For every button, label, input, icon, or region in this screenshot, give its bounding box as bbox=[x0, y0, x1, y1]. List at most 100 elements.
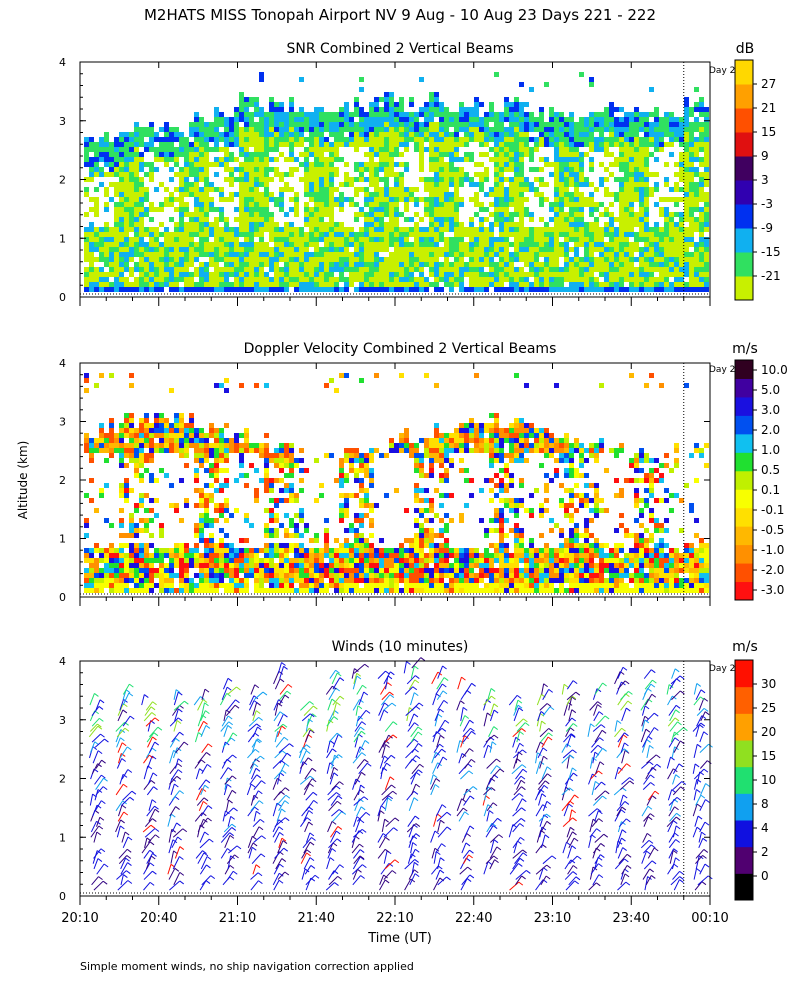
snr-cell bbox=[454, 142, 459, 147]
snr-cell bbox=[149, 247, 154, 252]
snr-cell bbox=[109, 227, 114, 232]
snr-cell bbox=[204, 207, 209, 212]
snr-cell bbox=[229, 142, 234, 147]
snr-cell bbox=[229, 262, 234, 267]
snr-cell bbox=[439, 142, 444, 147]
doppler-cell bbox=[344, 543, 349, 548]
snr-cell bbox=[524, 232, 529, 237]
snr-cell bbox=[519, 147, 524, 152]
doppler-cell bbox=[229, 553, 234, 558]
snr-cell bbox=[204, 227, 209, 232]
doppler-cell bbox=[349, 468, 354, 473]
snr-cell bbox=[564, 262, 569, 267]
snr-cell bbox=[559, 272, 564, 277]
snr-cell bbox=[199, 127, 204, 132]
snr-cell bbox=[439, 222, 444, 227]
snr-cell bbox=[659, 262, 664, 267]
snr-cell bbox=[309, 117, 314, 122]
snr-cell bbox=[169, 242, 174, 247]
doppler-cell bbox=[144, 543, 149, 548]
doppler-cell bbox=[364, 503, 369, 508]
snr-cell bbox=[574, 197, 579, 202]
doppler-cell bbox=[174, 558, 179, 563]
snr-cell bbox=[329, 167, 334, 172]
snr-cell bbox=[204, 222, 209, 227]
snr-cell bbox=[514, 232, 519, 237]
doppler-cell bbox=[139, 423, 144, 428]
snr-cell bbox=[669, 217, 674, 222]
snr-cell bbox=[519, 132, 524, 137]
doppler-cell bbox=[149, 543, 154, 548]
snr-cell bbox=[669, 122, 674, 127]
snr-cell bbox=[119, 197, 124, 202]
snr-cell bbox=[549, 162, 554, 167]
snr-cell bbox=[609, 222, 614, 227]
snr-cell bbox=[429, 202, 434, 207]
doppler-cell bbox=[304, 573, 309, 578]
snr-cell bbox=[409, 187, 414, 192]
snr-cell bbox=[454, 277, 459, 282]
snr-cell bbox=[564, 217, 569, 222]
snr-cell bbox=[614, 237, 619, 242]
snr-cell bbox=[119, 242, 124, 247]
snr-cell bbox=[599, 227, 604, 232]
snr-cell bbox=[439, 157, 444, 162]
snr-cell bbox=[579, 172, 584, 177]
doppler-cell bbox=[264, 488, 269, 493]
doppler-cell bbox=[279, 523, 284, 528]
snr-cell bbox=[579, 182, 584, 187]
doppler-cell bbox=[184, 573, 189, 578]
snr-cell bbox=[439, 112, 444, 117]
doppler-cell bbox=[174, 423, 179, 428]
snr-cell bbox=[489, 212, 494, 217]
doppler-cell bbox=[109, 588, 114, 593]
snr-cell bbox=[499, 242, 504, 247]
snr-cell bbox=[94, 237, 99, 242]
doppler-cell bbox=[204, 468, 209, 473]
doppler-cell bbox=[124, 478, 129, 483]
snr-cell bbox=[529, 267, 534, 272]
snr-cell bbox=[394, 272, 399, 277]
snr-cell bbox=[424, 202, 429, 207]
snr-cell bbox=[304, 167, 309, 172]
snr-cell bbox=[124, 212, 129, 217]
snr-cell bbox=[384, 117, 389, 122]
snr-cell bbox=[589, 247, 594, 252]
snr-cell bbox=[199, 252, 204, 257]
snr-cell bbox=[239, 162, 244, 167]
doppler-cell bbox=[189, 438, 194, 443]
snr-cell bbox=[314, 277, 319, 282]
doppler-cell bbox=[134, 453, 139, 458]
doppler-cell bbox=[134, 463, 139, 468]
snr-cell bbox=[99, 152, 104, 157]
doppler-cell bbox=[144, 458, 149, 463]
snr-cell bbox=[674, 127, 679, 132]
doppler-cell bbox=[259, 558, 264, 563]
snr-cell bbox=[374, 137, 379, 142]
snr-cell bbox=[184, 207, 189, 212]
snr-cell bbox=[249, 282, 254, 287]
doppler-cell bbox=[114, 553, 119, 558]
snr-cell bbox=[364, 167, 369, 172]
snr-cell bbox=[609, 107, 614, 112]
snr-cell bbox=[674, 202, 679, 207]
snr-cell bbox=[449, 222, 454, 227]
doppler-cell bbox=[279, 458, 284, 463]
doppler-cell bbox=[99, 428, 104, 433]
snr-cell bbox=[184, 232, 189, 237]
snr-cell bbox=[199, 217, 204, 222]
snr-cell bbox=[329, 257, 334, 262]
snr-cell bbox=[104, 132, 109, 137]
snr-cell bbox=[424, 237, 429, 242]
snr-cell bbox=[339, 197, 344, 202]
snr-cell bbox=[664, 262, 669, 267]
snr-cell bbox=[514, 212, 519, 217]
snr-cell bbox=[414, 262, 419, 267]
snr-cell bbox=[454, 222, 459, 227]
doppler-cell bbox=[139, 503, 144, 508]
doppler-cell bbox=[354, 548, 359, 553]
snr-cell bbox=[469, 157, 474, 162]
doppler-cell bbox=[109, 428, 114, 433]
snr-cell bbox=[344, 282, 349, 287]
snr-cell bbox=[204, 142, 209, 147]
